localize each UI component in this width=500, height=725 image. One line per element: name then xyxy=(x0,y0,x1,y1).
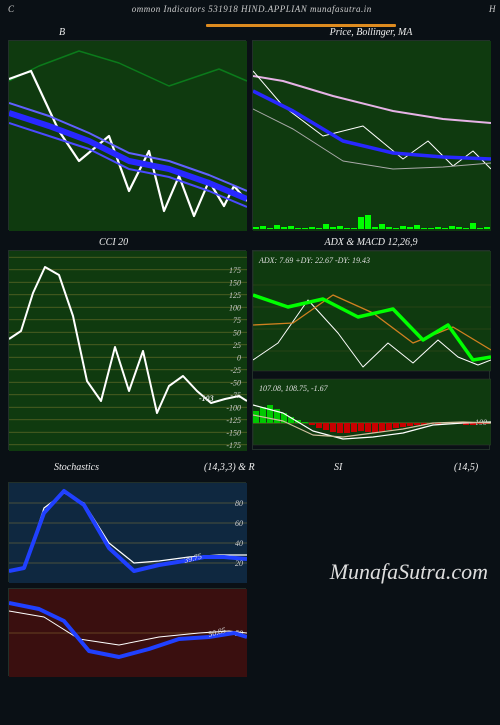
svg-text:50: 50 xyxy=(233,328,241,337)
chart-stochastics: 2040608039.75 xyxy=(9,483,247,583)
svg-text:0: 0 xyxy=(237,353,241,362)
panel-price-ma: Price, Bollinger, MA xyxy=(252,40,490,230)
panel-adx-macd: ADX & MACD 12,26,9 ADX: 7.69 +DY: 22.67 … xyxy=(252,250,490,450)
svg-text:-175: -175 xyxy=(226,441,241,450)
svg-text:75: 75 xyxy=(233,316,241,325)
svg-text:60: 60 xyxy=(235,519,243,528)
header-text: ommon Indicators 531918 HIND.APPLIAN mun… xyxy=(132,4,372,14)
page-header: C ommon Indicators 531918 HIND.APPLIAN m… xyxy=(0,0,500,16)
svg-text:100: 100 xyxy=(229,303,241,312)
svg-text:-50: -50 xyxy=(230,378,241,387)
svg-text:175: 175 xyxy=(229,266,241,275)
panel-title: CCI 20 xyxy=(99,237,128,248)
watermark: MunafaSutra.com xyxy=(330,559,488,585)
svg-text:125: 125 xyxy=(229,291,241,300)
row-2: CCI 20 1751501251007550250-25-50-75-100-… xyxy=(4,250,496,450)
chart-cci: 1751501251007550250-25-50-75-100-125-150… xyxy=(9,251,247,451)
panel-bollinger: B xyxy=(8,40,246,230)
chart-price-ma xyxy=(253,41,491,231)
svg-text:-103: -103 xyxy=(199,394,214,403)
svg-text:80: 80 xyxy=(235,499,243,508)
panel-title: Price, Bollinger, MA xyxy=(330,27,413,38)
svg-text:150: 150 xyxy=(229,278,241,287)
svg-text:107.08, 108.75, -1.67: 107.08, 108.75, -1.67 xyxy=(259,384,329,393)
panel-cci: CCI 20 1751501251007550250-25-50-75-100-… xyxy=(8,250,246,450)
chart-bollinger xyxy=(9,41,247,231)
svg-text:-100: -100 xyxy=(226,403,241,412)
si-label: SI xyxy=(334,462,342,473)
svg-text:40: 40 xyxy=(235,539,243,548)
panel-rsi-bottom: 5050.85 xyxy=(8,588,246,676)
svg-text:-125: -125 xyxy=(226,416,241,425)
svg-text:-25: -25 xyxy=(230,366,241,375)
row-1: B Price, Bollinger, MA xyxy=(4,40,496,230)
svg-text:-150: -150 xyxy=(226,428,241,437)
chart-adx-macd: ADX: 7.69 +DY: 22.67 -DY: 19.43 107.08, 1… xyxy=(253,251,491,451)
svg-text:ADX: 7.69 +DY: 22.67 -DY: 19.4: ADX: 7.69 +DY: 22.67 -DY: 19.43 xyxy=(258,256,370,265)
stoch-title: Stochastics xyxy=(54,462,99,473)
panel-stochastics: 2040608039.75 xyxy=(8,482,246,582)
chart-rsi-bottom: 5050.85 xyxy=(9,589,247,677)
svg-text:25: 25 xyxy=(233,341,241,350)
si-params: (14,5) xyxy=(454,462,478,473)
panel-title: ADX & MACD 12,26,9 xyxy=(324,237,417,248)
panel-title: B xyxy=(59,27,65,38)
stoch-params: (14,3,3) & R xyxy=(204,462,255,473)
